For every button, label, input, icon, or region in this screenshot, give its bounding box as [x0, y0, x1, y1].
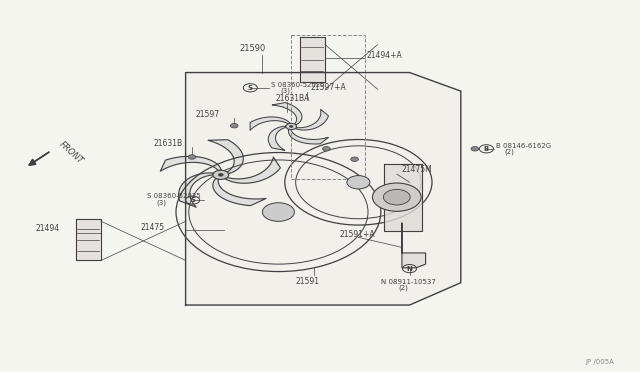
Polygon shape: [289, 129, 328, 144]
Text: 21494: 21494: [35, 224, 60, 233]
Polygon shape: [179, 173, 213, 207]
Text: (2): (2): [504, 148, 514, 155]
Text: 21590: 21590: [239, 44, 266, 53]
Text: 21494+A: 21494+A: [367, 51, 403, 60]
Text: 21597: 21597: [195, 110, 220, 119]
Polygon shape: [295, 109, 328, 130]
Circle shape: [218, 173, 223, 176]
Circle shape: [323, 147, 330, 151]
Text: 21631B: 21631B: [154, 139, 183, 148]
Text: JP /005A: JP /005A: [586, 359, 614, 365]
Text: S: S: [248, 85, 253, 91]
Polygon shape: [384, 164, 422, 231]
Polygon shape: [268, 126, 286, 150]
Polygon shape: [225, 157, 280, 183]
Polygon shape: [160, 156, 221, 171]
Polygon shape: [208, 140, 243, 174]
Circle shape: [262, 203, 294, 221]
Text: 21475M: 21475M: [402, 165, 433, 174]
Circle shape: [188, 155, 196, 159]
Circle shape: [351, 157, 358, 161]
Circle shape: [289, 125, 293, 128]
Text: 21591+A: 21591+A: [339, 230, 375, 239]
Text: (3): (3): [156, 199, 166, 206]
Circle shape: [230, 124, 238, 128]
Polygon shape: [186, 73, 461, 305]
Polygon shape: [76, 219, 101, 260]
Text: 21631BA: 21631BA: [275, 94, 310, 103]
Polygon shape: [402, 223, 426, 268]
Text: FRONT: FRONT: [58, 140, 85, 166]
Polygon shape: [272, 103, 302, 125]
Polygon shape: [213, 179, 266, 206]
Text: S: S: [190, 197, 195, 203]
Circle shape: [372, 183, 421, 211]
Text: B 08146-6162G: B 08146-6162G: [496, 143, 551, 149]
Circle shape: [213, 170, 228, 179]
Circle shape: [286, 124, 296, 129]
Text: S 08360-52025: S 08360-52025: [147, 193, 201, 199]
Text: 21475: 21475: [141, 223, 165, 232]
Polygon shape: [250, 117, 290, 130]
Text: 21591: 21591: [296, 278, 320, 286]
Text: (2): (2): [398, 284, 408, 291]
Circle shape: [471, 147, 479, 151]
Text: 21597+A: 21597+A: [310, 83, 346, 92]
Text: (3): (3): [280, 87, 291, 94]
Text: N 08911-10537: N 08911-10537: [381, 279, 436, 285]
Circle shape: [383, 189, 410, 205]
Text: S 08360-52025: S 08360-52025: [271, 82, 325, 88]
Circle shape: [347, 176, 370, 189]
Polygon shape: [300, 37, 325, 82]
Text: N: N: [406, 266, 413, 272]
Text: B: B: [484, 146, 489, 152]
